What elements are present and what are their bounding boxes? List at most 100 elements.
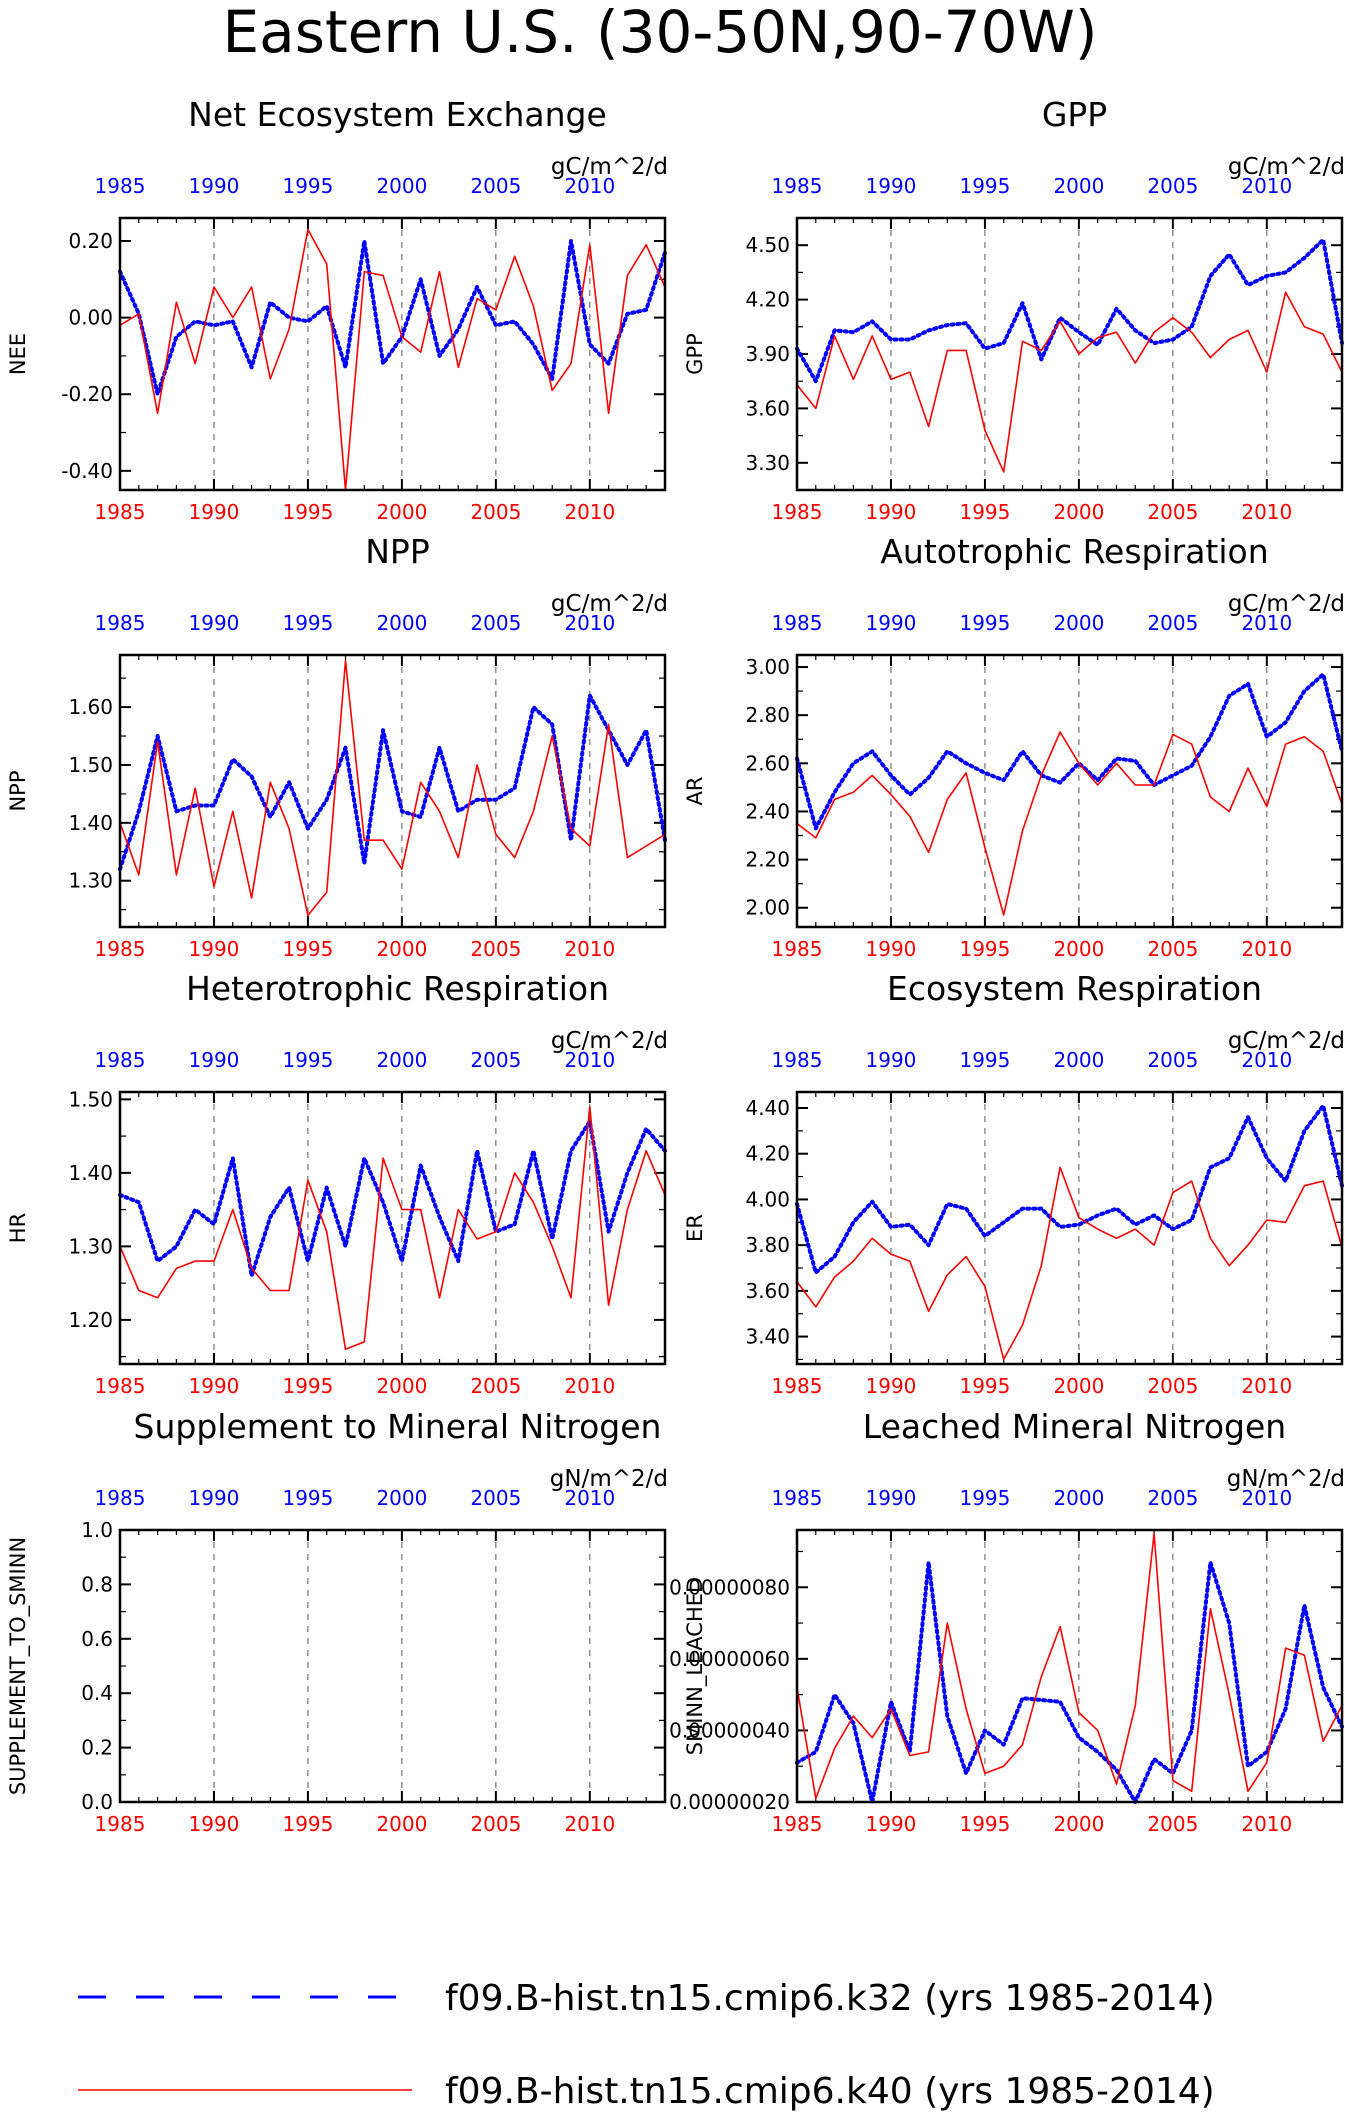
panel-title: GPP	[1042, 95, 1107, 134]
y-tick-label: 2.20	[745, 848, 790, 872]
series-line-k32	[795, 672, 1344, 831]
x-tick-label-bottom: 2000	[376, 1812, 427, 1836]
panel-sminn-leached: Leached Mineral Nitrogen gN/m^2/d SMINN_LE…	[669, 1407, 1345, 1836]
x-tick-label-bottom: 1995	[959, 937, 1010, 961]
x-tick-label-top: 1990	[866, 611, 917, 635]
y-tick-label: 2.80	[745, 703, 790, 727]
x-tick-label-bottom: 1995	[959, 1812, 1010, 1836]
series-line-k40	[119, 1105, 666, 1351]
y-tick-label: 0.00000080	[669, 1575, 790, 1599]
series-line-k32	[795, 1560, 1344, 1804]
panel-title: Supplement to Mineral Nitrogen	[134, 1407, 662, 1446]
y-tick-label: 1.0	[81, 1518, 113, 1542]
x-tick-label-top: 2000	[1053, 1486, 1104, 1510]
y-tick-label: 3.60	[745, 396, 790, 420]
x-tick-label-top: 2000	[376, 611, 427, 635]
x-tick-label-bottom: 1990	[189, 1812, 240, 1836]
x-tick-label-top: 1985	[772, 1486, 823, 1510]
series-line-k40	[796, 1166, 1343, 1361]
x-tick-label-bottom: 2010	[1241, 1812, 1292, 1836]
x-tick-label-top: 1990	[866, 1048, 917, 1072]
panel-hr: Heterotrophic Respiration gC/m^2/d HR 1985 1…	[6, 969, 668, 1398]
plot-frame	[795, 216, 1344, 492]
plot-frame	[795, 653, 1344, 929]
y-tick-label: 1.50	[68, 1087, 113, 1111]
x-tick-label-top: 2005	[470, 1486, 521, 1510]
x-tick-label-bottom: 2010	[1241, 1374, 1292, 1398]
panel-nee: Net Ecosystem Exchange gC/m^2/d NEE 1985 198…	[6, 95, 668, 524]
y-tick-label: 0.4	[81, 1681, 113, 1705]
units-label: gC/m^2/d	[1228, 591, 1345, 617]
x-tick-label-top: 2000	[376, 1486, 427, 1510]
x-tick-label-bottom: 2005	[470, 937, 521, 961]
x-tick-label-bottom: 1985	[772, 1374, 823, 1398]
y-tick-label: 1.20	[68, 1308, 113, 1332]
series-line-k40	[796, 291, 1343, 473]
x-tick-label-bottom: 2000	[376, 937, 427, 961]
series-line-k40	[119, 228, 666, 491]
x-tick-label-bottom: 1995	[959, 500, 1010, 524]
y-tick-label: 0.00000040	[669, 1718, 790, 1742]
x-tick-label-bottom: 1990	[189, 1374, 240, 1398]
panel-title: Autotrophic Respiration	[880, 532, 1268, 571]
x-tick-label-top: 2010	[1241, 1048, 1292, 1072]
y-axis-label: HR	[6, 1213, 30, 1243]
x-tick-label-bottom: 2000	[376, 1374, 427, 1398]
units-label: gC/m^2/d	[1228, 1028, 1345, 1054]
x-tick-label-bottom: 1985	[772, 937, 823, 961]
y-axis-label: AR	[683, 777, 707, 806]
x-tick-label-bottom: 2005	[1147, 1374, 1198, 1398]
x-tick-label-top: 1990	[866, 174, 917, 198]
y-tick-label: 3.40	[745, 1325, 790, 1349]
x-tick-label-bottom: 2000	[1053, 937, 1104, 961]
x-tick-label-top: 2000	[1053, 611, 1104, 635]
x-tick-label-bottom: 1985	[772, 1812, 823, 1836]
x-tick-label-top: 2005	[470, 611, 521, 635]
y-tick-label: 1.60	[68, 695, 113, 719]
plot-frame	[118, 1528, 667, 1804]
x-tick-label-top: 2005	[470, 174, 521, 198]
x-tick-label-bottom: 1985	[772, 500, 823, 524]
plot-frame	[795, 1528, 1344, 1804]
x-tick-label-top: 2000	[376, 174, 427, 198]
series-line-k40	[796, 1532, 1343, 1800]
panel-er: Ecosystem Respiration gC/m^2/d ER 1985 1985 1…	[683, 969, 1345, 1398]
units-label: gC/m^2/d	[1228, 154, 1345, 180]
x-tick-label-top: 1995	[959, 1048, 1010, 1072]
x-tick-label-top: 2010	[1241, 611, 1292, 635]
y-tick-label: 1.50	[68, 753, 113, 777]
panel-supplement-to-sminn: Supplement to Mineral Nitrogen gN/m^2/d SU…	[6, 1407, 668, 1836]
x-tick-label-top: 2005	[1147, 611, 1198, 635]
x-tick-label-bottom: 1990	[866, 500, 917, 524]
panel-title: Ecosystem Respiration	[887, 969, 1262, 1008]
panel-ar: Autotrophic Respiration gC/m^2/d AR 1985 198…	[683, 532, 1345, 961]
x-tick-label-bottom: 2005	[1147, 937, 1198, 961]
x-tick-label-bottom: 1985	[95, 1374, 146, 1398]
x-tick-label-bottom: 1990	[189, 500, 240, 524]
x-tick-label-top: 1985	[772, 1048, 823, 1072]
x-tick-label-top: 1995	[282, 174, 333, 198]
panel-npp: NPP gC/m^2/d NPP 1985 1985 1990 1990 1995 1995 20…	[6, 532, 668, 961]
y-axis-label: SUPPLEMENT_TO_SMINN	[6, 1537, 31, 1795]
x-tick-label-top: 1990	[189, 1486, 240, 1510]
y-tick-label: 3.90	[745, 342, 790, 366]
x-tick-label-bottom: 2005	[470, 500, 521, 524]
x-tick-label-bottom: 2010	[564, 1812, 615, 1836]
y-tick-label: -0.40	[61, 459, 113, 483]
series-line-k32	[118, 1119, 667, 1278]
x-tick-label-bottom: 2005	[470, 1374, 521, 1398]
y-tick-label: 1.40	[68, 811, 113, 835]
y-axis-label: SMINN_LEACHED	[683, 1577, 708, 1755]
units-label: gN/m^2/d	[550, 1466, 668, 1492]
x-tick-label-bottom: 1990	[866, 1374, 917, 1398]
x-tick-label-top: 1995	[959, 1486, 1010, 1510]
x-tick-label-top: 2010	[564, 1486, 615, 1510]
x-tick-label-bottom: 2010	[564, 1374, 615, 1398]
x-tick-label-top: 2005	[470, 1048, 521, 1072]
panel-title: Net Ecosystem Exchange	[188, 95, 607, 134]
x-tick-label-top: 1995	[959, 611, 1010, 635]
x-tick-label-bottom: 2000	[1053, 500, 1104, 524]
y-tick-label: 0.6	[81, 1627, 113, 1651]
series-line-k40	[119, 659, 666, 917]
x-tick-label-top: 1985	[95, 611, 146, 635]
